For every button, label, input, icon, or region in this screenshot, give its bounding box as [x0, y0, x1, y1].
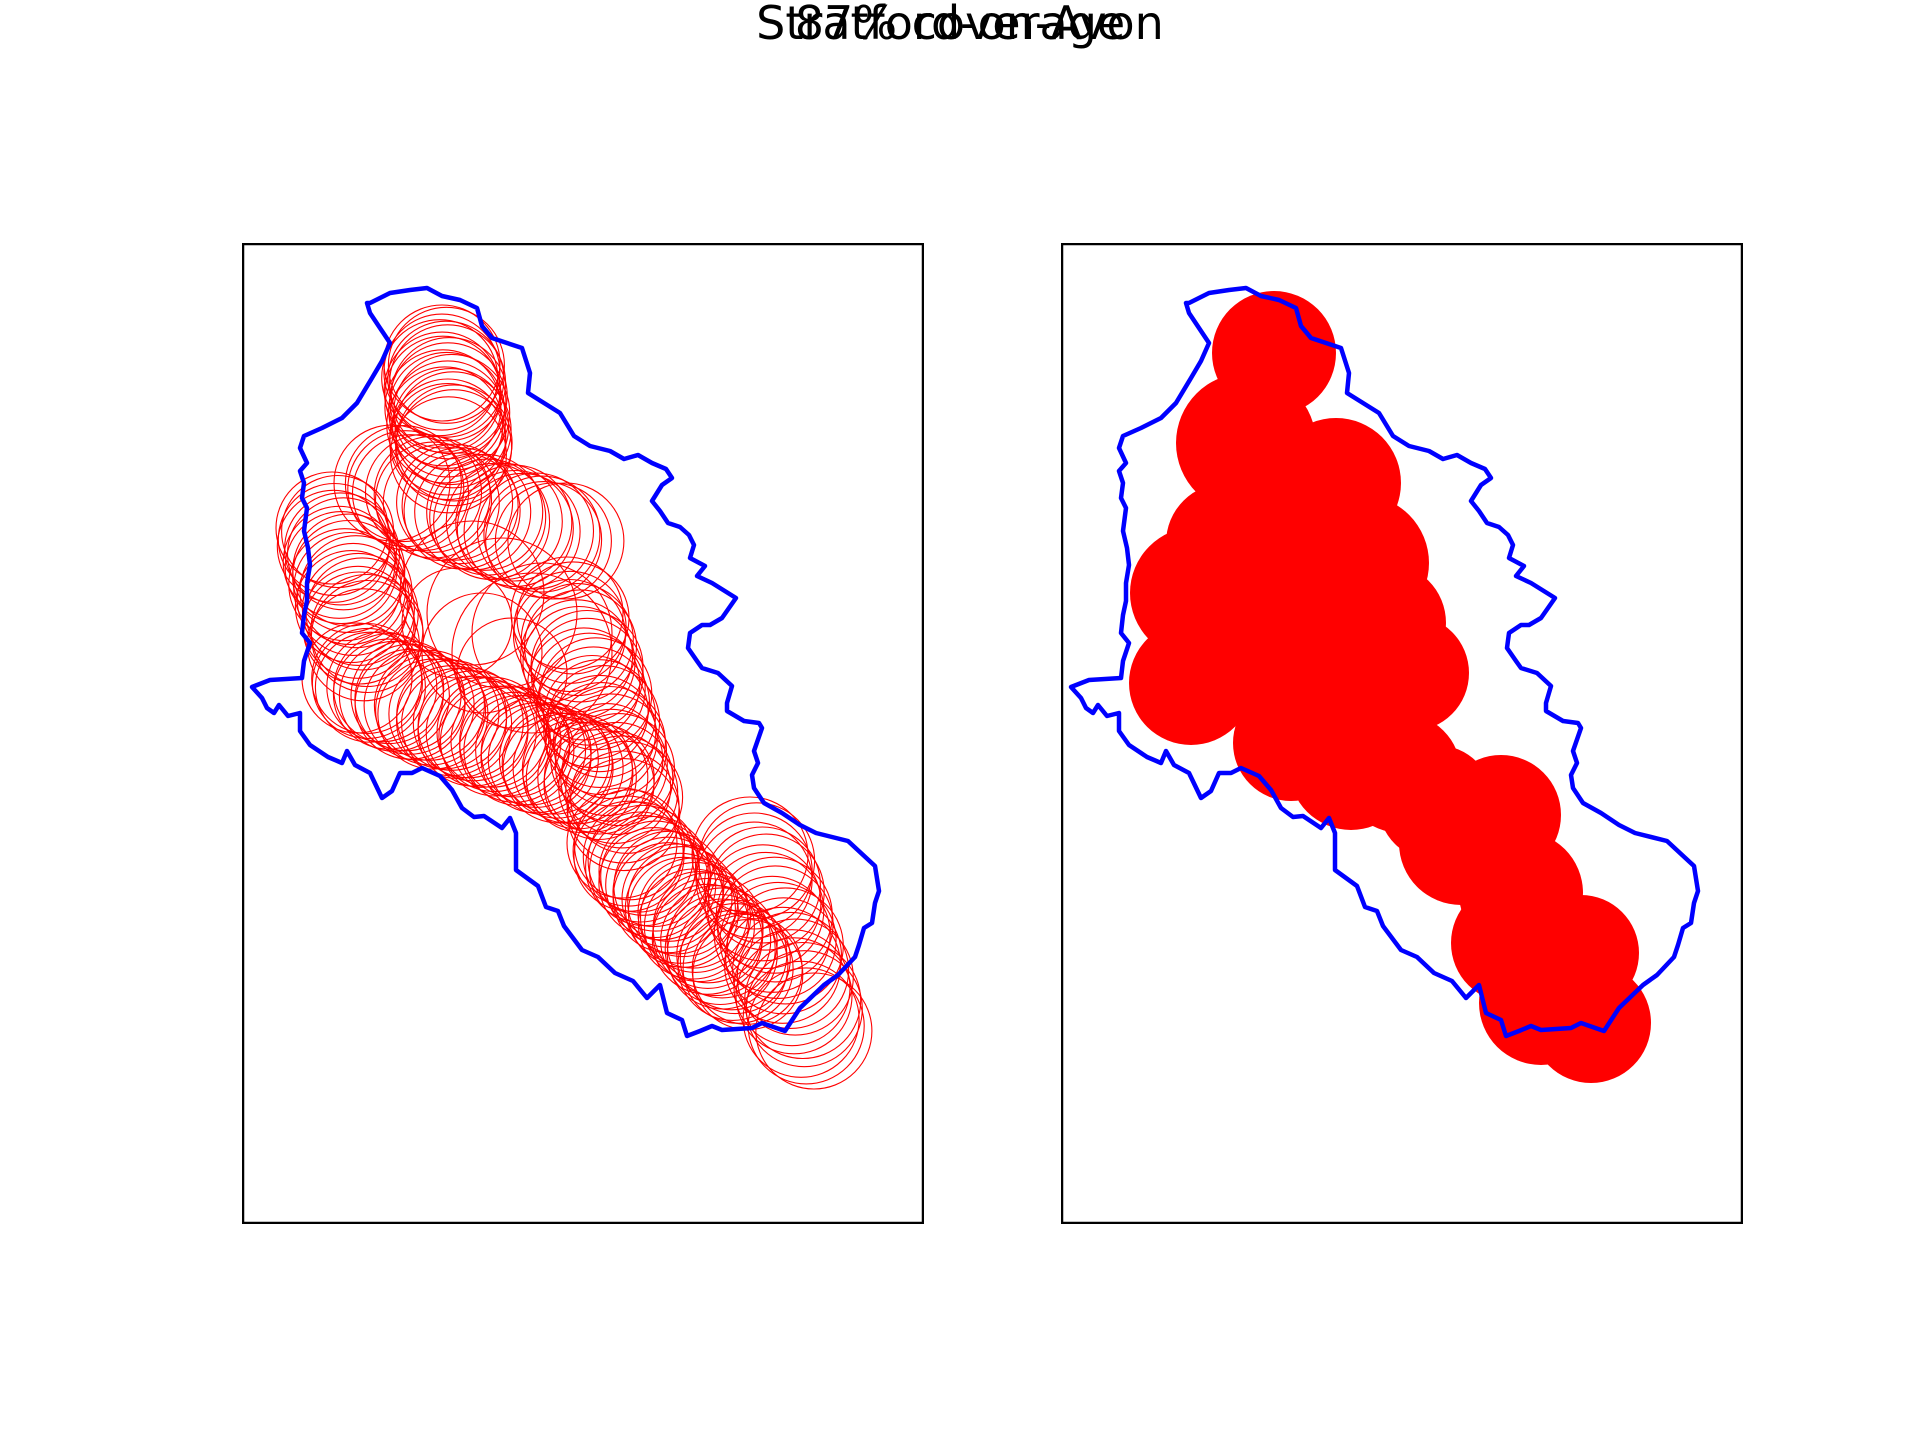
coverage-circle [383, 313, 501, 431]
figure-subtitle: 87% coverage [794, 0, 1126, 50]
coverage-circle [387, 306, 505, 424]
coverage-circle [719, 881, 837, 999]
coverage-circle [732, 911, 850, 1029]
coverage-disc [1531, 963, 1651, 1083]
coverage-circle [310, 579, 424, 694]
coverage-circle [498, 703, 611, 815]
coverage-circle [745, 950, 863, 1068]
coverage-circle [451, 572, 613, 734]
coverage-circle [561, 713, 676, 827]
coverage-circle [695, 821, 813, 939]
district-boundary [249, 285, 882, 1039]
coverage-circle [347, 430, 465, 548]
coverage-circle [660, 885, 772, 997]
coverage-circle [456, 469, 574, 588]
coverage-circles [1129, 291, 1651, 1083]
coverage-circle [703, 826, 821, 944]
coverage-circle [389, 342, 507, 460]
coverage-circle [476, 472, 595, 590]
coverage-circle [463, 694, 575, 807]
coverage-circle [560, 721, 674, 835]
coverage-circle [293, 531, 407, 646]
filled-circles-panel [1061, 243, 1743, 1224]
coverage-circle [651, 883, 763, 995]
coverage-circle [374, 441, 493, 559]
coverage-circle [522, 605, 636, 720]
coverage-circle [679, 903, 791, 1015]
coverage-circle [554, 708, 668, 822]
coverage-circle [301, 552, 415, 666]
coverage-circle [426, 453, 544, 571]
coverage-circle [344, 425, 462, 543]
coverage-circle [388, 658, 500, 770]
coverage-circle [426, 537, 578, 689]
coverage-circles [275, 304, 873, 1090]
coverage-circle [471, 562, 613, 704]
coverage-circle [375, 654, 487, 766]
coverage-circle [387, 320, 505, 438]
coverage-circle [421, 592, 543, 714]
coverage-circle [507, 482, 625, 600]
coverage-circle [389, 360, 507, 478]
coverage-circle [351, 434, 470, 552]
coverage-circle [744, 941, 862, 1060]
coverage-circle [487, 703, 599, 815]
coverage-circle [724, 906, 842, 1024]
coverage-circle [436, 676, 548, 788]
coverage-circle [393, 353, 511, 471]
coverage-circle [553, 693, 668, 807]
coverage-circle [713, 875, 831, 993]
coverage-circle [747, 967, 865, 1085]
coverage-circle [550, 703, 664, 817]
coverage-circle [483, 475, 601, 593]
coverage-circle [399, 520, 545, 666]
coverage-circle [395, 389, 513, 507]
coverage-circle [716, 865, 834, 983]
coverage-circle [401, 447, 519, 565]
coverage-circle [742, 960, 860, 1078]
coverage-circle [735, 937, 853, 1055]
coverage-circle [565, 735, 679, 849]
coverage-circle [532, 632, 646, 746]
coverage-circle [544, 682, 658, 796]
coverage-circle [502, 712, 614, 824]
coverage-circle [373, 649, 485, 761]
filled-circles-map [1061, 243, 1743, 1224]
figure-title: Stratford-on-Avon [756, 0, 1164, 50]
coverage-circle [666, 887, 778, 999]
coverage-circle [494, 482, 612, 600]
coverage-circle [433, 462, 551, 581]
coverage-circle [475, 694, 587, 806]
coverage-circle [520, 583, 634, 697]
coverage-circle [284, 511, 398, 625]
coverage-circle [332, 638, 444, 750]
coverage-circle [707, 851, 825, 969]
coverage-circle [567, 758, 681, 872]
coverage-circle [383, 331, 501, 449]
coverage-circle [535, 654, 649, 769]
coverage-circle [326, 631, 438, 743]
coverage-circle [755, 972, 873, 1090]
outline-circles-panel [242, 243, 924, 1224]
coverage-circle [456, 617, 568, 729]
outline-circles-map [242, 243, 924, 1224]
coverage-circle [691, 796, 809, 914]
district-boundary [1068, 285, 1701, 1039]
coverage-circle [396, 443, 514, 561]
coverage-circle [384, 335, 502, 453]
coverage-circle [275, 471, 389, 585]
